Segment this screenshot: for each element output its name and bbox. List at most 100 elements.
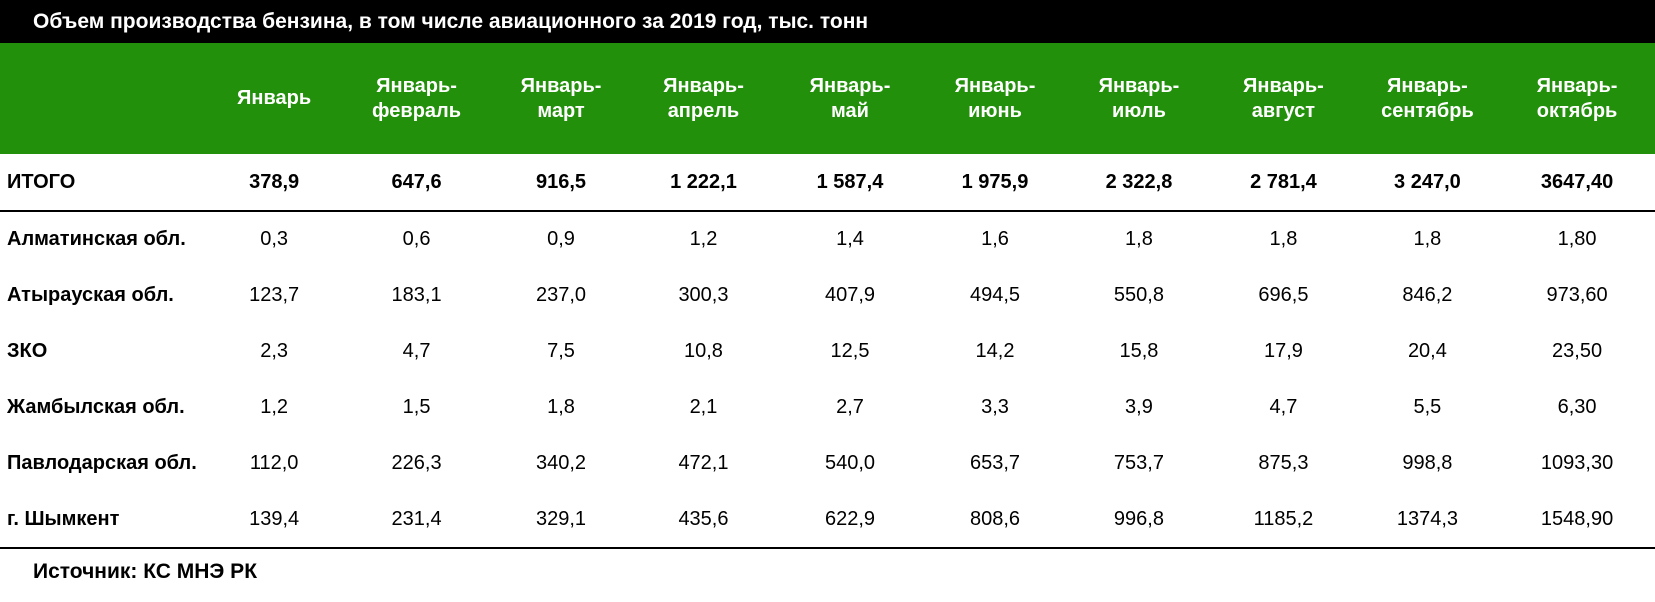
column-header-text: Январь- bbox=[376, 74, 457, 97]
total-row: ИТОГО 378,9 647,6 916,5 1 222,1 1 587,4 1 975,… bbox=[0, 154, 1655, 212]
table-cell: 647,6 bbox=[341, 154, 492, 212]
column-header-text: Январь- bbox=[520, 74, 602, 97]
table-cell: 378,9 bbox=[207, 154, 342, 212]
table-body: ИТОГО 378,9 647,6 916,5 1 222,1 1 587,4 1 975,… bbox=[0, 154, 1655, 549]
table-cell: 14,2 bbox=[975, 339, 1015, 362]
column-header-text: февраль bbox=[372, 99, 462, 122]
row-label: ЗКО bbox=[7, 339, 48, 362]
column-header-text: Январь- bbox=[663, 74, 744, 97]
table-cell: 1 587,4 bbox=[776, 154, 924, 212]
table-cell: 1,80 bbox=[1557, 228, 1597, 250]
source-note: Источник: КС МНЭ РК bbox=[33, 560, 258, 583]
column-header-text: Январь- bbox=[1387, 74, 1468, 97]
table-cell: 231,4 bbox=[341, 491, 492, 549]
column-header-text: апрель bbox=[667, 99, 740, 122]
table-cell: 1,5 bbox=[402, 395, 431, 418]
table-cell: 0,6 bbox=[402, 228, 431, 250]
table-cell: 1093,30 bbox=[1540, 451, 1614, 474]
table-row: Атырауская обл. 123,7 183,1 237,0 300,3 407,9… bbox=[0, 267, 1655, 323]
table-cell: 550,8 bbox=[1113, 283, 1164, 306]
table-cell: 540,0 bbox=[824, 451, 876, 474]
table-cell: 2,3 bbox=[260, 339, 289, 362]
row-label: Павлодарская обл. bbox=[7, 451, 197, 474]
table-cell: 2,1 bbox=[689, 395, 718, 418]
table-cell: 808,6 bbox=[923, 491, 1067, 549]
table-cell: 1 222,1 bbox=[630, 154, 777, 212]
table-cell: 20,4 bbox=[1407, 339, 1447, 362]
table-cell: 1,2 bbox=[260, 395, 289, 418]
column-header: Январь-март bbox=[492, 43, 630, 154]
column-header-text: Январь- bbox=[954, 74, 1036, 97]
table-cell: 2,7 bbox=[836, 395, 864, 418]
row-label: г. Шымкент bbox=[0, 491, 207, 549]
table-cell: 300,3 bbox=[678, 283, 729, 306]
column-header: Январь-октябрь bbox=[1499, 43, 1655, 154]
table-cell: 1,4 bbox=[836, 228, 864, 250]
table-cell: 472,1 bbox=[678, 451, 729, 474]
table-cell: 4,7 bbox=[402, 339, 431, 362]
table-cell: 3,9 bbox=[1125, 395, 1153, 418]
table-cell: 17,9 bbox=[1263, 339, 1303, 362]
table-cell: 846,2 bbox=[1402, 283, 1453, 306]
column-header-text: Январь- bbox=[1098, 74, 1180, 97]
table-cell: 0,9 bbox=[547, 228, 575, 250]
table-cell: 329,1 bbox=[491, 491, 631, 549]
row-label: Алматинская обл. bbox=[7, 228, 186, 250]
column-header-text: Январь- bbox=[809, 74, 891, 97]
column-header: Январь bbox=[207, 43, 341, 154]
table-cell: 123,7 bbox=[249, 283, 300, 306]
table-cell: 183,1 bbox=[391, 283, 442, 306]
table-row: Павлодарская обл. 112,0 226,3 340,2 472,1 540… bbox=[0, 435, 1655, 491]
table-cell: 1374,3 bbox=[1355, 491, 1500, 549]
table-cell: 1,8 bbox=[1125, 228, 1153, 250]
table-row: ЗКО 2,3 4,7 7,5 10,8 12,5 14,2 15,8 17,9 20,4 23,5… bbox=[0, 323, 1655, 379]
table-cell: 3,3 bbox=[981, 395, 1009, 418]
table-cell: 6,30 bbox=[1557, 395, 1597, 418]
row-label: ИТОГО bbox=[0, 154, 207, 212]
column-header: Январь-август bbox=[1211, 43, 1355, 154]
table-row: Алматинская обл. 0,3 0,6 0,9 1,2 1,4 1,6 1,8 1,8… bbox=[0, 211, 1655, 267]
header-row: Январь Январь-февраль Январь-март Январь-ап… bbox=[0, 43, 1655, 154]
table-title: Объем производства бензина, в том числе … bbox=[0, 0, 1655, 43]
table-cell: 112,0 bbox=[249, 451, 299, 474]
column-header-text: Январь- bbox=[1243, 74, 1324, 97]
table-cell: 973,60 bbox=[1546, 283, 1608, 306]
table-cell: 696,5 bbox=[1258, 283, 1309, 306]
table-cell: 753,7 bbox=[1113, 451, 1164, 474]
header-corner bbox=[0, 43, 207, 154]
table-cell: 7,5 bbox=[547, 339, 575, 362]
column-header-text: сентябрь bbox=[1381, 99, 1474, 122]
column-header-text: Январь- bbox=[1536, 74, 1618, 97]
table-cell: 12,5 bbox=[830, 339, 870, 362]
table-cell: 653,7 bbox=[969, 451, 1021, 474]
column-header-text: март bbox=[537, 99, 585, 122]
table-cell: 15,8 bbox=[1119, 339, 1159, 362]
table-cell: 23,50 bbox=[1552, 339, 1603, 362]
table-cell: 1548,90 bbox=[1499, 491, 1655, 549]
table-cell: 0,3 bbox=[260, 228, 289, 250]
table-cell: 1185,2 bbox=[1211, 491, 1356, 549]
table-row: г. Шымкент 139,4 231,4 329,1 435,6 622,9 808,6… bbox=[0, 491, 1655, 549]
column-header-text: август bbox=[1251, 99, 1316, 122]
column-header-text: май bbox=[831, 99, 869, 122]
table-cell: 3647,40 bbox=[1499, 154, 1655, 212]
table-cell: 494,5 bbox=[969, 283, 1021, 306]
table-cell: 10,8 bbox=[684, 339, 723, 362]
table-cell: 3 247,0 bbox=[1355, 154, 1500, 212]
column-header: Январь-апрель bbox=[630, 43, 777, 154]
data-table: Январь Январь-февраль Январь-март Январь-ап… bbox=[0, 43, 1655, 549]
table-cell: 237,0 bbox=[536, 283, 587, 306]
table-cell: 5,5 bbox=[1413, 395, 1442, 418]
table-cell: 875,3 bbox=[1258, 451, 1309, 474]
table-cell: 2 781,4 bbox=[1211, 154, 1356, 212]
table-cell: 1,8 bbox=[1413, 228, 1442, 250]
table-cell: 407,9 bbox=[824, 283, 876, 306]
row-label: Атырауская обл. bbox=[7, 283, 174, 306]
column-header: Январь-май bbox=[777, 43, 924, 154]
column-header-text: Январь bbox=[237, 87, 312, 109]
table-cell: 340,2 bbox=[536, 451, 587, 474]
table-cell: 1,2 bbox=[689, 228, 718, 250]
table-cell: 2 322,8 bbox=[1066, 154, 1212, 212]
table-cell: 139,4 bbox=[207, 491, 342, 549]
